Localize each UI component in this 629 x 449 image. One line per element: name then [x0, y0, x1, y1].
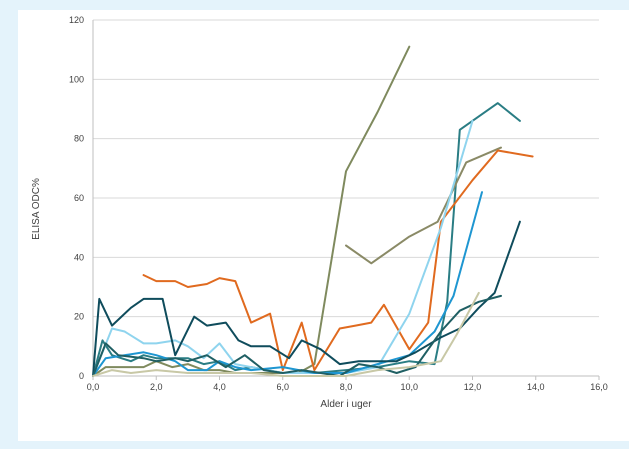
series-line-5	[92, 119, 474, 377]
x-tick-label: 16,0	[590, 382, 608, 392]
x-tick-label: 10,0	[400, 382, 418, 392]
y-tick-label: 120	[69, 15, 84, 25]
series-lines	[92, 45, 534, 377]
x-tick-label: 6,0	[276, 382, 289, 392]
series-line-4	[142, 149, 534, 372]
y-tick-labels: 0 20 40 60 80 100 120	[69, 15, 84, 381]
y-axis-title: ELISA ODC%	[31, 178, 42, 240]
y-tick-label: 40	[74, 252, 84, 262]
y-tick-label: 0	[79, 371, 84, 381]
y-tick-label: 80	[74, 134, 84, 144]
series-line-1	[92, 45, 411, 377]
x-tick-label: 4,0	[213, 382, 226, 392]
series-line-7	[92, 220, 521, 377]
y-tick-label: 60	[74, 193, 84, 203]
x-tick-label: 8,0	[340, 382, 353, 392]
x-axis-title: Alder i uger	[320, 399, 372, 410]
y-tick-label: 100	[69, 74, 84, 84]
gridlines	[93, 19, 599, 318]
x-tick-labels: 0,0 2,0 4,0 6,0 8,0 10,0 12,0 14,0 16,0	[87, 382, 608, 392]
y-tick-label: 20	[74, 312, 84, 322]
line-chart: 0 20 40 60 80 100 120 0,0 2,0 4,0 6,0 8,0 10,0 12,0 1…	[31, 15, 608, 410]
series-line-8	[92, 294, 502, 377]
chart-panel: 0 20 40 60 80 100 120 0,0 2,0 4,0 6,0 8,0 10,0 12,0 1…	[18, 10, 629, 441]
x-tick-label: 2,0	[150, 382, 163, 392]
x-tick-label: 14,0	[527, 382, 545, 392]
series-line-3	[345, 146, 502, 265]
series-line-9	[92, 291, 480, 377]
x-tick-label: 0,0	[87, 382, 100, 392]
x-tick-label: 12,0	[464, 382, 482, 392]
